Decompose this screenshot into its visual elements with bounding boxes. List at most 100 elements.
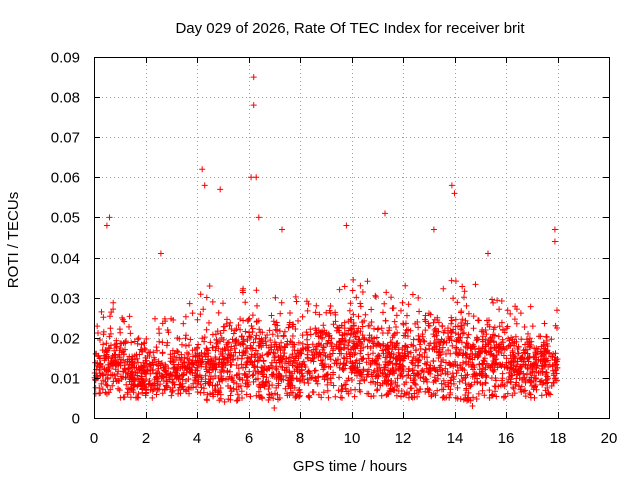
data-point [291, 341, 298, 348]
data-point [292, 326, 299, 332]
data-point [220, 356, 227, 363]
data-point [463, 358, 470, 365]
data-point [273, 327, 280, 334]
data-point [439, 344, 446, 351]
data-point [357, 371, 364, 378]
x-tick-label: 16 [498, 430, 515, 447]
data-point [422, 375, 429, 382]
data-point [544, 384, 551, 391]
data-point [408, 385, 415, 392]
data-point [454, 384, 461, 391]
data-point [398, 388, 405, 394]
data-points [91, 74, 561, 411]
data-point [379, 347, 386, 354]
data-point [261, 371, 267, 378]
data-point [159, 373, 166, 380]
y-tick-label: 0.06 [51, 170, 80, 187]
data-point [102, 355, 109, 361]
data-point [459, 316, 466, 323]
data-point [253, 174, 260, 181]
data-point [336, 286, 343, 293]
data-point [277, 310, 284, 317]
data-point [231, 327, 238, 334]
data-point [293, 375, 300, 382]
data-point [183, 388, 190, 395]
data-point [97, 361, 104, 368]
data-point [306, 368, 312, 375]
data-point [130, 387, 136, 393]
data-point [242, 328, 249, 335]
data-point [138, 370, 145, 377]
data-point [463, 302, 470, 309]
data-point [305, 301, 312, 307]
data-point [450, 326, 457, 333]
data-point [110, 299, 117, 306]
data-point [321, 376, 328, 383]
data-point [411, 390, 418, 397]
data-point [319, 328, 326, 335]
data-point [443, 339, 450, 346]
data-point [533, 356, 540, 363]
data-point [180, 320, 187, 327]
data-point [316, 311, 323, 318]
data-point [403, 327, 410, 334]
y-tick-label: 0.04 [51, 251, 80, 268]
data-point [456, 337, 463, 344]
data-point [448, 329, 455, 336]
x-tick-label: 4 [193, 430, 201, 447]
data-point [161, 315, 168, 322]
data-point [388, 380, 395, 387]
data-point [347, 300, 354, 307]
data-point [341, 283, 348, 290]
data-point [545, 390, 552, 397]
data-point [514, 358, 521, 365]
data-point [227, 392, 234, 399]
data-point [391, 318, 398, 325]
data-point [259, 329, 266, 336]
data-point [170, 379, 177, 385]
data-point [176, 335, 183, 342]
data-point [274, 346, 281, 353]
data-point [373, 356, 380, 362]
data-point [440, 285, 447, 292]
data-point [511, 390, 518, 397]
data-point [237, 383, 244, 389]
data-point [477, 380, 484, 387]
data-point [340, 354, 347, 361]
data-point [307, 375, 313, 382]
data-point [158, 375, 165, 382]
data-point [253, 287, 260, 294]
data-point [488, 344, 495, 351]
data-point [529, 323, 536, 330]
data-point [351, 340, 358, 347]
data-point [311, 351, 318, 358]
data-point [247, 393, 254, 400]
data-point [220, 323, 227, 330]
data-point [472, 281, 479, 288]
data-point [434, 387, 441, 394]
y-tick-label: 0.07 [51, 130, 80, 147]
data-point [373, 294, 379, 300]
data-point [176, 354, 183, 361]
data-point [491, 361, 498, 368]
data-point [185, 351, 192, 358]
x-tick-labels: 0 2 4 6 8 10 12 14 16 18 20 [90, 430, 618, 447]
data-point [225, 375, 232, 382]
x-tick-label: 20 [601, 430, 618, 447]
data-point [269, 382, 276, 389]
data-point [244, 383, 250, 390]
data-point [126, 313, 133, 320]
data-point [172, 357, 178, 363]
data-point [303, 329, 310, 336]
data-point [108, 309, 115, 316]
data-point [236, 376, 243, 383]
data-point [106, 214, 113, 221]
data-point [290, 321, 297, 328]
data-point [171, 350, 178, 357]
data-point [309, 341, 316, 348]
data-point [450, 373, 457, 380]
data-point [332, 357, 339, 364]
data-point [357, 303, 364, 310]
data-point [100, 341, 107, 348]
data-point [192, 354, 199, 360]
